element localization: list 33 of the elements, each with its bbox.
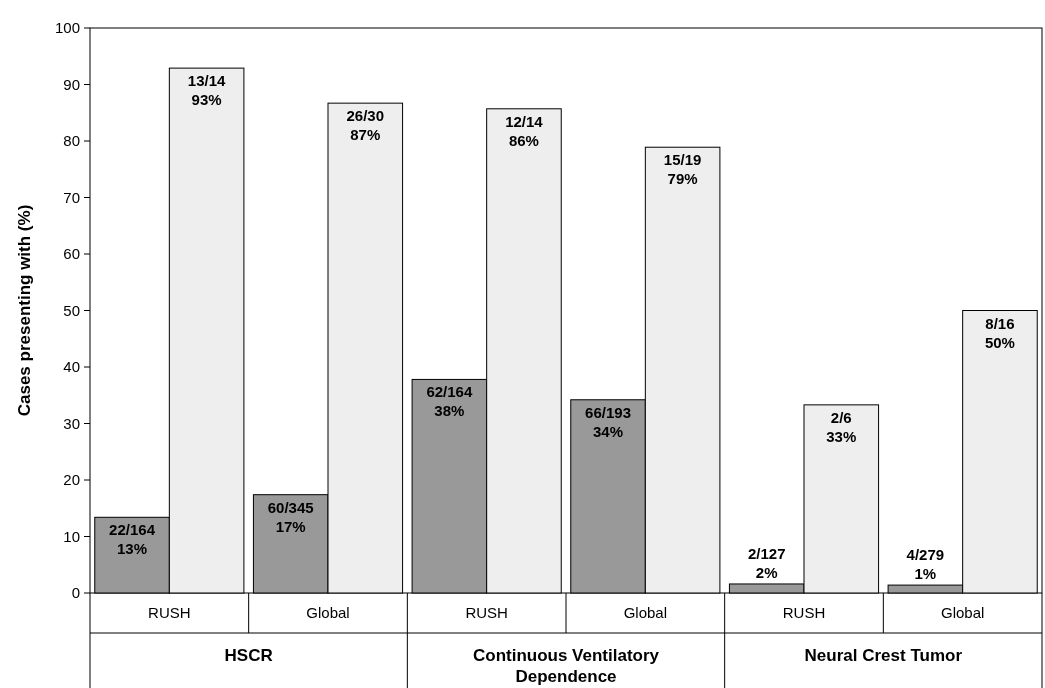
- y-tick-label: 30: [63, 414, 80, 432]
- text: Continuous Ventilatory Dependence: [472, 646, 660, 686]
- y-tick-label: 70: [63, 188, 80, 206]
- data-label: 62/164 38%: [426, 383, 473, 420]
- text: HSCR: [224, 646, 273, 665]
- y-tick-label: 100: [54, 19, 80, 37]
- text: Neural Crest Tumor: [804, 646, 963, 665]
- data-label: 13/14 93%: [187, 72, 227, 109]
- x-tick-label: Global: [940, 604, 985, 621]
- data-label: 8/16 50%: [984, 314, 1015, 351]
- data-label: 66/193 34%: [585, 403, 631, 440]
- x-tick-label: RUSH: [465, 604, 508, 621]
- y-tick-label: 0: [71, 584, 80, 602]
- y-tick-label: 10: [63, 527, 80, 545]
- data-label: 2/6 33%: [826, 408, 857, 445]
- data-label: 26/30 87%: [346, 107, 385, 144]
- y-tick-label: 50: [63, 301, 80, 319]
- data-label: 15/19 79%: [663, 151, 702, 188]
- x-tick-label: RUSH: [148, 604, 191, 621]
- data-label: 22/164 13%: [109, 521, 156, 558]
- y-tick-label: 80: [63, 132, 80, 150]
- x-tick-label: Global: [623, 604, 668, 621]
- data-label: 12/14 86%: [505, 112, 544, 149]
- y-tick-label: 60: [63, 245, 80, 263]
- data-label: 4/279 1%: [906, 546, 945, 583]
- y-tick-label: 20: [63, 471, 80, 489]
- data-label: 60/345 17%: [267, 498, 314, 535]
- y-tick-label: 40: [63, 358, 80, 376]
- data-label: 2/127 2%: [747, 544, 786, 581]
- x-tick-label: Global: [306, 604, 350, 621]
- y-axis-title: Cases presenting with (%): [15, 204, 34, 417]
- x-tick-label: RUSH: [782, 604, 826, 621]
- y-tick-label: 90: [63, 75, 80, 93]
